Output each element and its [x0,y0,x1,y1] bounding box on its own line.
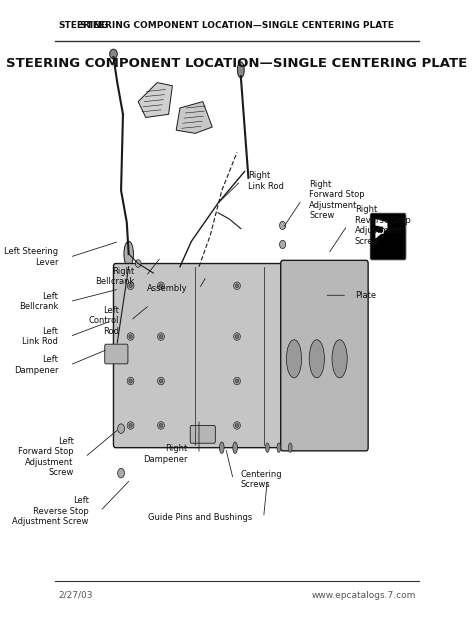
Ellipse shape [234,282,240,290]
Ellipse shape [127,282,134,290]
FancyBboxPatch shape [281,260,368,451]
Ellipse shape [319,284,322,288]
Text: Right
Reverse Stop
Adjustment
Screw: Right Reverse Stop Adjustment Screw [355,205,410,246]
FancyBboxPatch shape [370,213,406,260]
Ellipse shape [317,282,324,290]
FancyBboxPatch shape [105,344,128,364]
Text: Left
Bellcrank: Left Bellcrank [19,292,58,311]
Text: 2/27/03: 2/27/03 [58,591,93,599]
Ellipse shape [319,379,322,383]
Ellipse shape [157,377,164,385]
Ellipse shape [135,260,141,267]
Ellipse shape [235,379,239,383]
Polygon shape [376,219,387,238]
Polygon shape [138,83,173,117]
Ellipse shape [129,284,132,288]
Ellipse shape [332,340,347,378]
Ellipse shape [159,284,163,288]
Ellipse shape [265,443,269,452]
Text: Left
Control
Rod: Left Control Rod [89,306,119,335]
Ellipse shape [292,379,296,383]
Ellipse shape [127,422,134,429]
Text: Left Steering
Lever: Left Steering Lever [4,248,58,267]
Ellipse shape [237,62,244,78]
Ellipse shape [291,377,298,385]
Text: Left
Forward Stop
Adjustment
Screw: Left Forward Stop Adjustment Screw [18,437,73,478]
Text: Left
Dampener: Left Dampener [14,356,58,375]
Ellipse shape [291,333,298,340]
Text: Guide Pins and Bushings: Guide Pins and Bushings [148,513,252,522]
Ellipse shape [159,335,163,338]
Ellipse shape [280,241,286,249]
Text: Centering
Screws: Centering Screws [241,470,283,489]
Ellipse shape [234,333,240,340]
Ellipse shape [291,282,298,290]
Text: Right
Link Rod: Right Link Rod [248,171,284,190]
Ellipse shape [317,422,324,429]
Text: STEERING COMPONENT LOCATION—SINGLE CENTERING PLATE: STEERING COMPONENT LOCATION—SINGLE CENTE… [6,57,468,70]
Ellipse shape [129,424,132,427]
Ellipse shape [280,222,286,230]
Text: Right
Bellcrank: Right Bellcrank [95,267,134,286]
Ellipse shape [159,424,163,427]
Ellipse shape [235,335,239,338]
Ellipse shape [127,333,134,340]
Ellipse shape [234,377,240,385]
Ellipse shape [219,442,224,453]
Text: Plate: Plate [355,291,376,300]
Ellipse shape [129,335,132,338]
Ellipse shape [127,377,134,385]
Ellipse shape [233,442,237,453]
Text: Left
Link Rod: Left Link Rod [22,327,58,346]
Text: Left
Reverse Stop
Adjustment Screw: Left Reverse Stop Adjustment Screw [12,497,89,526]
Ellipse shape [309,340,324,378]
Text: STEERING COMPONENT LOCATION—SINGLE CENTERING PLATE: STEERING COMPONENT LOCATION—SINGLE CENTE… [80,21,394,30]
Ellipse shape [291,422,298,429]
Ellipse shape [277,443,281,452]
FancyBboxPatch shape [190,425,215,443]
Ellipse shape [124,241,133,267]
Ellipse shape [292,424,296,427]
Ellipse shape [319,424,322,427]
Ellipse shape [317,333,324,340]
Text: www.epcatalogs.7.com: www.epcatalogs.7.com [311,591,416,599]
Text: Assembly: Assembly [147,284,188,293]
Ellipse shape [118,424,125,433]
Text: STEERING: STEERING [58,21,109,30]
Ellipse shape [157,282,164,290]
Ellipse shape [118,469,125,478]
Ellipse shape [109,50,117,59]
Ellipse shape [235,284,239,288]
Ellipse shape [234,422,240,429]
FancyBboxPatch shape [113,264,346,448]
Text: Right
Forward Stop
Adjustment
Screw: Right Forward Stop Adjustment Screw [309,180,365,220]
Ellipse shape [157,333,164,340]
Ellipse shape [292,335,296,338]
Ellipse shape [157,422,164,429]
Polygon shape [176,102,212,133]
Ellipse shape [286,340,301,378]
Ellipse shape [288,443,292,452]
Ellipse shape [235,424,239,427]
Ellipse shape [292,284,296,288]
Ellipse shape [319,335,322,338]
Ellipse shape [129,379,132,383]
Text: Right
Dampener: Right Dampener [143,444,188,464]
Ellipse shape [317,377,324,385]
Ellipse shape [159,379,163,383]
